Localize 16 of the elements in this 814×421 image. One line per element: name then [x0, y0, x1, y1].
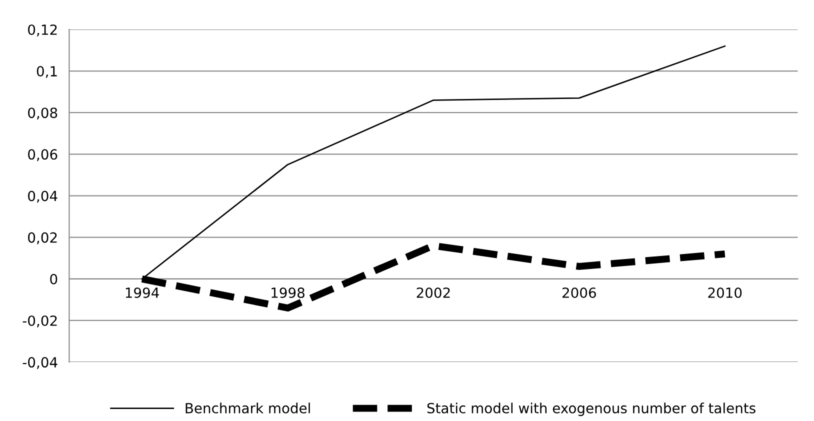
legend-label: Benchmark model: [186, 402, 310, 414]
legend-label: Static model with exogenous number of talents: [427, 402, 756, 416]
y-tick-label: -0,04: [22, 357, 58, 369]
y-tick-label: 0,12: [28, 24, 57, 36]
y-tick-label: 0,06: [28, 149, 58, 162]
x-tick-label: 1998: [272, 287, 304, 298]
x-tick-label: 2002: [416, 287, 450, 298]
y-tick-label: 0: [50, 274, 58, 284]
y-tick-label: 0,1: [36, 66, 57, 78]
x-tick-label: 2006: [562, 287, 596, 298]
x-tick-label: 2010: [708, 287, 742, 298]
y-tick-label: -0,02: [22, 315, 57, 328]
y-tick-label: 0,08: [28, 108, 58, 120]
y-tick-label: 0,04: [28, 190, 58, 203]
x-tick-label: 1994: [126, 287, 159, 298]
y-tick-label: 0,02: [28, 232, 57, 244]
